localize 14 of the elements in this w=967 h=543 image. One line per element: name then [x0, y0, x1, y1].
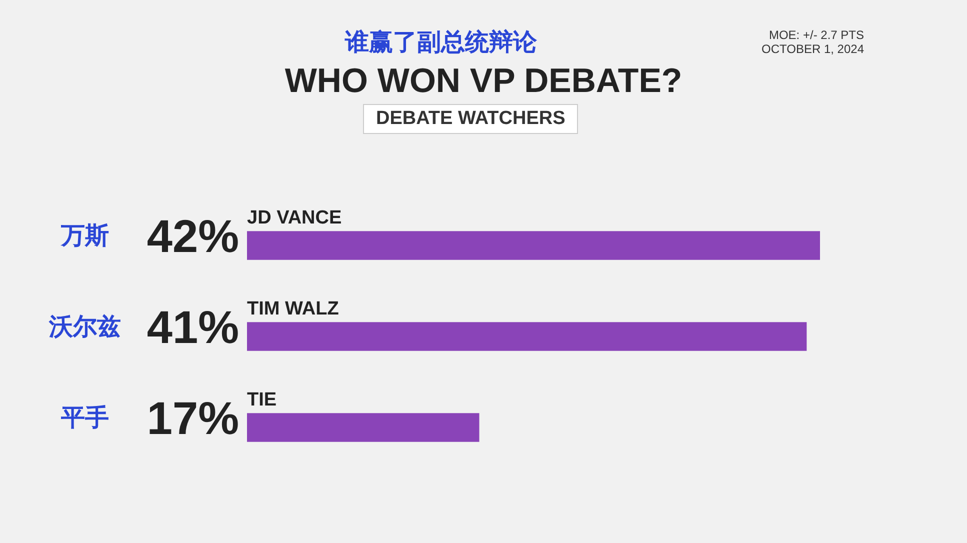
data-label: 42% — [146, 210, 239, 262]
text: 谁赢了副总统辩论 — [345, 27, 537, 58]
text: OCTOBER 1, 2024 — [762, 42, 864, 56]
y-tick-label: TIM WALZ — [247, 298, 340, 320]
text: MOE: +/- 2.7 PTS — [768, 28, 864, 42]
chart-subtitle: DEBATE WATCHERS — [363, 104, 578, 134]
chart-title: WHO WON VP DEBATE? — [284, 62, 684, 101]
y-tick-label: TIE — [247, 390, 277, 410]
text: 沃尔兹 — [48, 312, 121, 341]
text: 平手 — [60, 404, 109, 432]
data-label: 17% — [146, 392, 239, 444]
text: 万斯 — [60, 222, 109, 250]
y-tick-label: JD VANCE — [247, 208, 342, 228]
data-label: 41% — [146, 301, 239, 354]
